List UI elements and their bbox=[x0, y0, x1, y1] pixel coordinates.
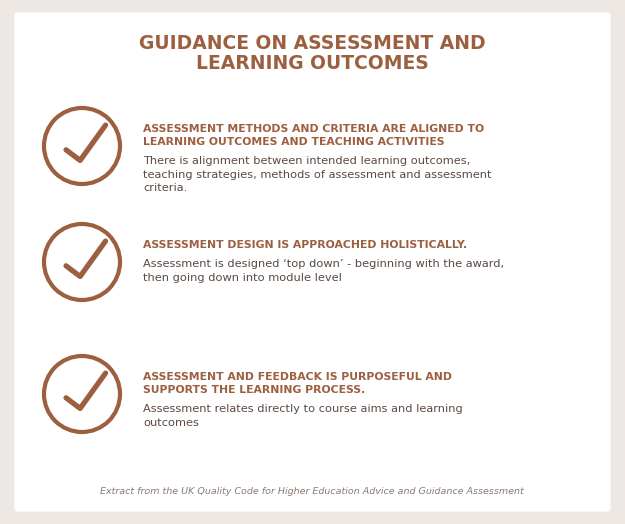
Text: ASSESSMENT AND FEEDBACK IS PURPOSEFUL AND: ASSESSMENT AND FEEDBACK IS PURPOSEFUL AN… bbox=[143, 372, 452, 382]
Text: Assessment is designed ‘top down’ - beginning with the award,
then going down in: Assessment is designed ‘top down’ - begi… bbox=[143, 259, 504, 282]
Text: SUPPORTS THE LEARNING PROCESS.: SUPPORTS THE LEARNING PROCESS. bbox=[143, 385, 365, 395]
Text: LEARNING OUTCOMES AND TEACHING ACTIVITIES: LEARNING OUTCOMES AND TEACHING ACTIVITIE… bbox=[143, 137, 444, 147]
Text: LEARNING OUTCOMES: LEARNING OUTCOMES bbox=[196, 54, 428, 73]
Text: Extract from the UK Quality Code for Higher Education Advice and Guidance Assess: Extract from the UK Quality Code for Hig… bbox=[100, 487, 524, 497]
Text: ASSESSMENT METHODS AND CRITERIA ARE ALIGNED TO: ASSESSMENT METHODS AND CRITERIA ARE ALIG… bbox=[143, 124, 484, 134]
Text: ASSESSMENT DESIGN IS APPROACHED HOLISTICALLY.: ASSESSMENT DESIGN IS APPROACHED HOLISTIC… bbox=[143, 240, 468, 250]
Text: GUIDANCE ON ASSESSMENT AND: GUIDANCE ON ASSESSMENT AND bbox=[139, 34, 486, 53]
Text: Assessment relates directly to course aims and learning
outcomes: Assessment relates directly to course ai… bbox=[143, 404, 462, 428]
FancyBboxPatch shape bbox=[14, 12, 611, 512]
Text: There is alignment between intended learning outcomes,
teaching strategies, meth: There is alignment between intended lear… bbox=[143, 156, 491, 193]
